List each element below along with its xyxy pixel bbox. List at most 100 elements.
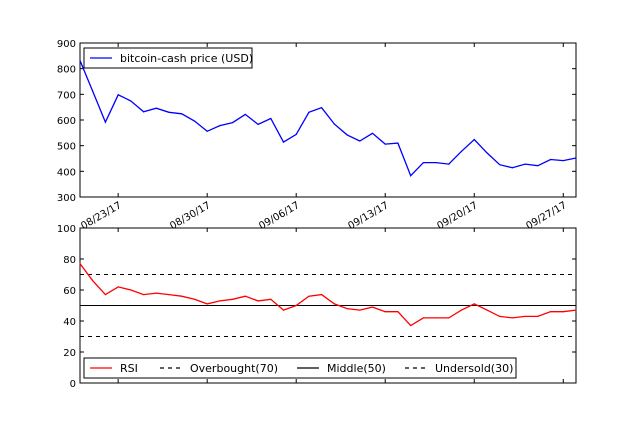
price-point xyxy=(562,159,564,162)
rsi-point xyxy=(333,303,335,305)
rsi-point xyxy=(295,304,297,307)
price-point xyxy=(524,163,526,165)
rsi-point xyxy=(117,286,119,288)
price-point xyxy=(142,111,145,113)
price-point xyxy=(308,111,310,113)
price-point xyxy=(257,123,259,125)
rsi-point xyxy=(181,295,183,297)
price-y-tick-label: 500 xyxy=(57,142,76,153)
rsi-point xyxy=(384,311,386,313)
price-point xyxy=(410,175,412,177)
overbought-legend-item-label: Overbought(70) xyxy=(190,362,278,375)
price-y-tick-label: 300 xyxy=(57,193,76,204)
price-point xyxy=(346,134,348,136)
price-x-tick-label: 09/27/17 xyxy=(524,200,568,232)
price-point xyxy=(321,107,323,109)
price-y-tick-label: 400 xyxy=(57,167,76,178)
price-legend-box xyxy=(83,47,253,69)
price-point xyxy=(92,90,94,92)
middle-legend-item-label: Middle(50) xyxy=(327,362,386,375)
rsi-point xyxy=(549,311,552,313)
rsi-point xyxy=(371,306,374,308)
price-point xyxy=(270,117,272,120)
price-point xyxy=(473,138,475,141)
rsi-point xyxy=(193,298,196,300)
rsi-point xyxy=(486,309,488,311)
price-point xyxy=(181,113,183,115)
price-point xyxy=(460,150,463,152)
price-point xyxy=(448,163,450,165)
price-point xyxy=(549,158,552,161)
price-point xyxy=(359,140,361,142)
price-point xyxy=(79,59,81,62)
price-panel: 300 400 500 600 700 800 900 08/23/17 08/30/17 09/… xyxy=(57,39,577,232)
price-point xyxy=(499,164,501,166)
price-point xyxy=(244,113,246,115)
rsi-point xyxy=(130,289,132,291)
rsi-point xyxy=(232,298,234,300)
price-x-tick-label: 09/20/17 xyxy=(435,200,479,232)
rsi-point xyxy=(397,311,399,313)
price-point xyxy=(232,121,234,124)
price-point xyxy=(168,111,170,113)
price-point xyxy=(371,132,374,134)
rsi-point xyxy=(270,298,272,300)
price-y-tick-label: 700 xyxy=(57,90,76,101)
rsi-point xyxy=(92,280,94,282)
undersold-legend-item-label: Undersold(30) xyxy=(435,362,513,375)
rsi-point xyxy=(562,311,564,313)
rsi-y-tick-label: 20 xyxy=(63,348,76,359)
rsi-point xyxy=(575,309,577,311)
rsi-y-tick-label: 60 xyxy=(63,286,76,297)
price-point xyxy=(193,120,196,122)
rsi-point xyxy=(219,300,221,302)
price-y-tick-label: 600 xyxy=(57,116,76,127)
price-point xyxy=(206,130,208,132)
price-point xyxy=(537,165,539,167)
price-point xyxy=(435,162,437,164)
rsi-line xyxy=(79,263,577,327)
rsi-point xyxy=(359,309,361,311)
rsi-point xyxy=(410,325,412,327)
rsi-point xyxy=(460,309,463,311)
rsi-y-tick-label: 100 xyxy=(57,224,76,235)
rsi-point xyxy=(321,294,323,296)
rsi-point xyxy=(422,317,424,319)
rsi-point xyxy=(308,295,310,297)
rsi-point xyxy=(473,303,475,305)
price-point xyxy=(575,157,577,159)
rsi-y-tick-label: 80 xyxy=(63,255,76,266)
price-y-tick-label: 900 xyxy=(57,39,76,50)
rsi-point xyxy=(155,292,157,294)
rsi-point xyxy=(244,295,246,297)
price-y-tick-label: 800 xyxy=(57,65,76,76)
rsi-point xyxy=(257,300,259,302)
rsi-point xyxy=(448,317,450,319)
rsi-point xyxy=(511,317,514,319)
price-x-tick-label: 09/06/17 xyxy=(257,200,301,232)
price-point xyxy=(295,133,297,135)
price-point xyxy=(422,162,424,164)
rsi-y-tick-label: 0 xyxy=(70,379,76,390)
price-point xyxy=(486,152,488,154)
price-x-tick-label: 08/23/17 xyxy=(79,200,123,232)
rsi-point xyxy=(206,303,208,305)
rsi-point xyxy=(346,308,348,310)
rsi-point xyxy=(142,294,145,296)
rsi-point xyxy=(79,263,81,265)
rsi-point xyxy=(168,294,170,296)
rsi-point xyxy=(499,315,501,317)
price-legend-label: bitcoin-cash price (USD) xyxy=(120,52,253,65)
rsi-panel: 0 20 40 60 80 100 RSI Overbought(70) Middle(50) U… xyxy=(57,224,577,390)
price-point xyxy=(130,100,132,102)
price-point xyxy=(384,143,386,145)
price-point xyxy=(397,142,399,144)
price-point xyxy=(219,125,221,127)
rsi-point xyxy=(524,315,526,317)
price-x-tick-label: 08/30/17 xyxy=(168,200,212,232)
price-point xyxy=(104,121,107,123)
price-point xyxy=(117,94,119,96)
rsi-y-tick-label: 40 xyxy=(63,317,76,328)
